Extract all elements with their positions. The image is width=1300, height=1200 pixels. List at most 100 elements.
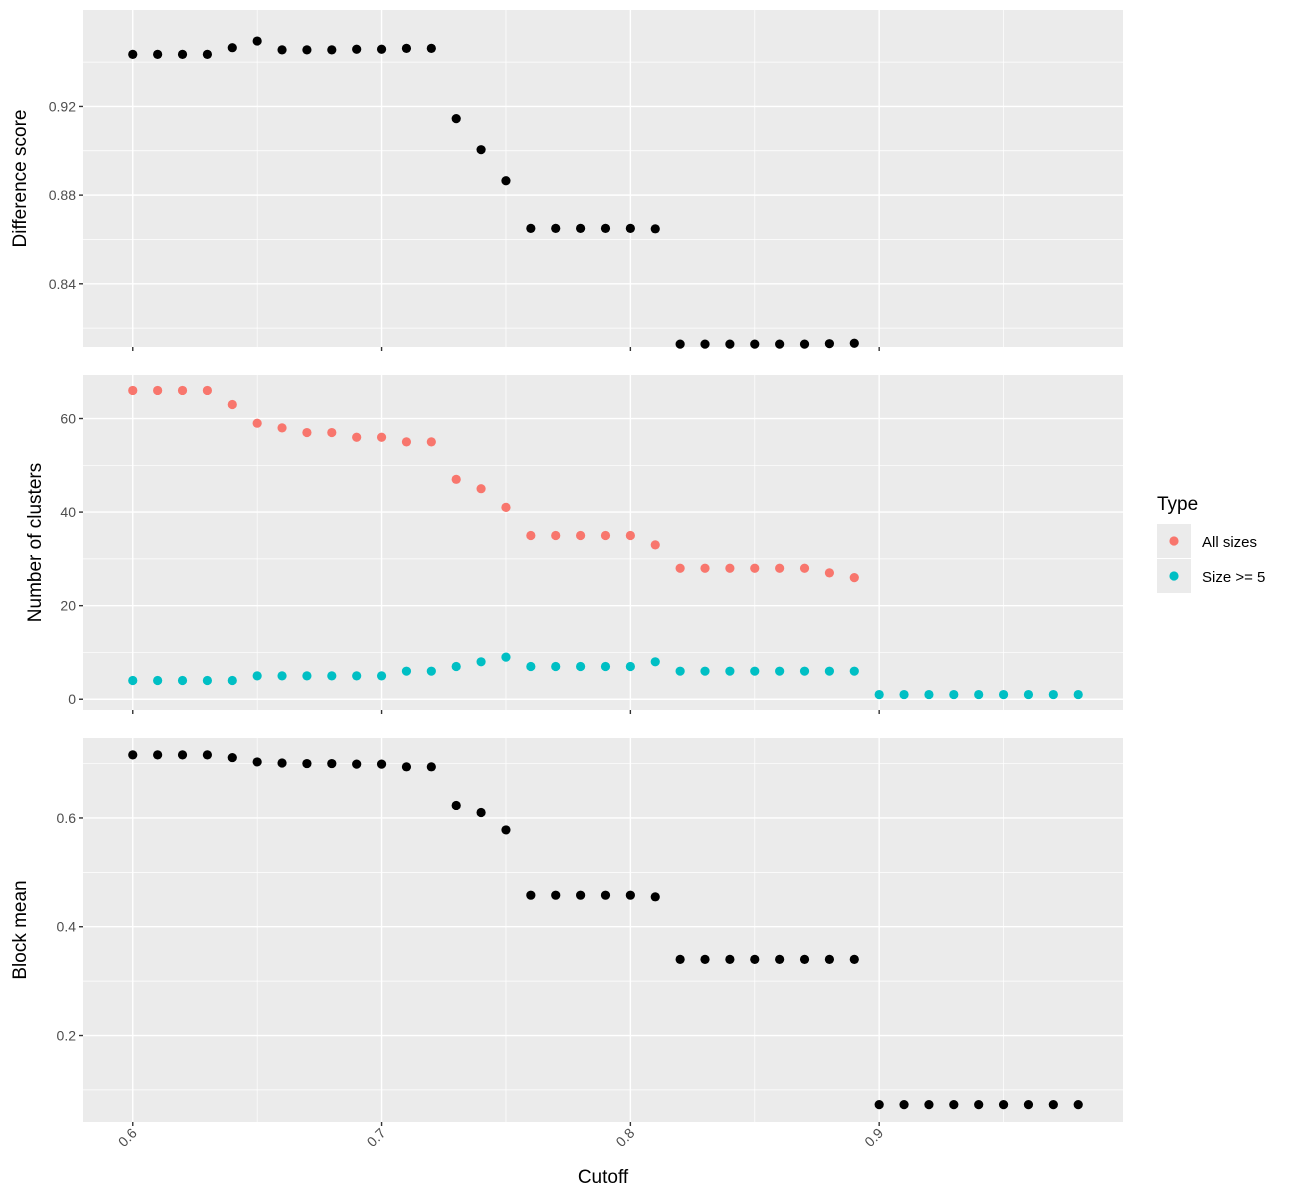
data-point xyxy=(775,563,785,573)
data-point xyxy=(302,427,312,438)
y-tick-label: 0 xyxy=(68,691,76,707)
data-point xyxy=(526,530,536,541)
legend: Type All sizes Size >= 5 xyxy=(1157,494,1265,593)
series-difference xyxy=(128,36,859,349)
data-point xyxy=(600,890,611,900)
data-point xyxy=(252,671,262,681)
data-point xyxy=(600,661,611,672)
y-tick-label: 0.88 xyxy=(49,187,76,203)
data-point xyxy=(600,223,611,233)
data-point xyxy=(824,954,835,964)
data-point xyxy=(949,689,959,700)
panel-background xyxy=(83,10,1123,347)
y-tick-label: 0.84 xyxy=(49,276,76,292)
data-point xyxy=(277,423,287,433)
data-point xyxy=(451,474,461,484)
data-point xyxy=(352,432,362,442)
data-point xyxy=(277,758,287,768)
data-point xyxy=(874,689,884,700)
data-point xyxy=(650,540,660,550)
data-point xyxy=(202,49,213,59)
data-point xyxy=(376,671,387,681)
x-tick-label: 0.8 xyxy=(612,1125,637,1150)
data-point xyxy=(426,762,436,772)
data-point xyxy=(376,44,387,54)
data-point xyxy=(725,339,735,349)
data-point xyxy=(625,530,635,541)
data-point xyxy=(501,652,511,662)
panel-clusters: 0 20 40 60 Number of clusters xyxy=(25,375,1123,714)
data-point xyxy=(675,666,685,676)
data-point xyxy=(675,563,685,573)
data-point xyxy=(625,661,635,672)
data-point xyxy=(775,954,785,964)
data-point xyxy=(327,671,337,681)
data-point xyxy=(302,758,312,769)
data-point xyxy=(799,339,810,349)
data-point xyxy=(551,223,561,233)
data-point xyxy=(924,689,934,700)
data-point xyxy=(451,800,461,811)
data-point xyxy=(476,145,486,155)
data-point xyxy=(874,1099,884,1110)
data-point xyxy=(974,1099,984,1110)
data-point xyxy=(501,176,511,186)
data-point xyxy=(177,675,188,686)
panel-background xyxy=(83,738,1123,1122)
data-point xyxy=(576,223,586,233)
data-point xyxy=(426,43,436,53)
data-point xyxy=(526,223,536,233)
legend-label: Size >= 5 xyxy=(1202,569,1265,586)
data-point xyxy=(1048,1099,1058,1110)
y-tick-label: 60 xyxy=(60,411,76,427)
legend-swatch xyxy=(1169,536,1179,546)
data-point xyxy=(202,675,213,686)
data-point xyxy=(700,954,710,964)
data-point xyxy=(725,954,735,964)
data-point xyxy=(725,666,735,676)
panel-blockmean: 0.2 0.4 0.6 Block mean 0.6 0.7 0.8 0.9 xyxy=(10,738,1123,1150)
data-point xyxy=(1023,1099,1034,1110)
data-point xyxy=(799,666,810,676)
data-point xyxy=(849,954,859,964)
data-point xyxy=(252,36,262,46)
data-point xyxy=(700,339,710,349)
data-point xyxy=(302,671,312,681)
data-point xyxy=(576,530,586,541)
y-tick-label: 0.6 xyxy=(57,810,77,826)
data-point xyxy=(750,339,760,349)
data-point xyxy=(849,338,859,348)
data-point xyxy=(625,890,635,900)
data-point xyxy=(949,1099,959,1110)
data-point xyxy=(1048,689,1058,700)
data-point xyxy=(799,954,810,964)
data-point xyxy=(526,890,536,900)
data-point xyxy=(824,666,835,676)
legend-swatch xyxy=(1169,571,1179,581)
x-tick-label: 0.6 xyxy=(115,1125,140,1150)
series-all-sizes xyxy=(128,385,859,583)
data-point xyxy=(202,385,213,396)
y-tick-label: 40 xyxy=(60,504,76,520)
data-point xyxy=(675,954,685,964)
data-point xyxy=(551,530,561,541)
data-point xyxy=(625,223,635,233)
data-point xyxy=(775,666,785,676)
data-point xyxy=(277,671,287,681)
data-point xyxy=(750,666,760,676)
data-point xyxy=(277,45,287,55)
data-point xyxy=(576,661,586,672)
data-point xyxy=(327,45,337,55)
data-point xyxy=(302,45,312,55)
data-point xyxy=(775,339,785,349)
data-point xyxy=(700,666,710,676)
data-point xyxy=(352,44,362,54)
data-point xyxy=(650,224,660,234)
x-tick-label: 0.7 xyxy=(364,1125,389,1150)
panel-difference: 0.84 0.88 0.92 Difference score xyxy=(10,10,1123,351)
data-point xyxy=(576,890,586,900)
data-point xyxy=(352,671,362,681)
data-point xyxy=(227,399,237,410)
data-point xyxy=(675,339,685,349)
